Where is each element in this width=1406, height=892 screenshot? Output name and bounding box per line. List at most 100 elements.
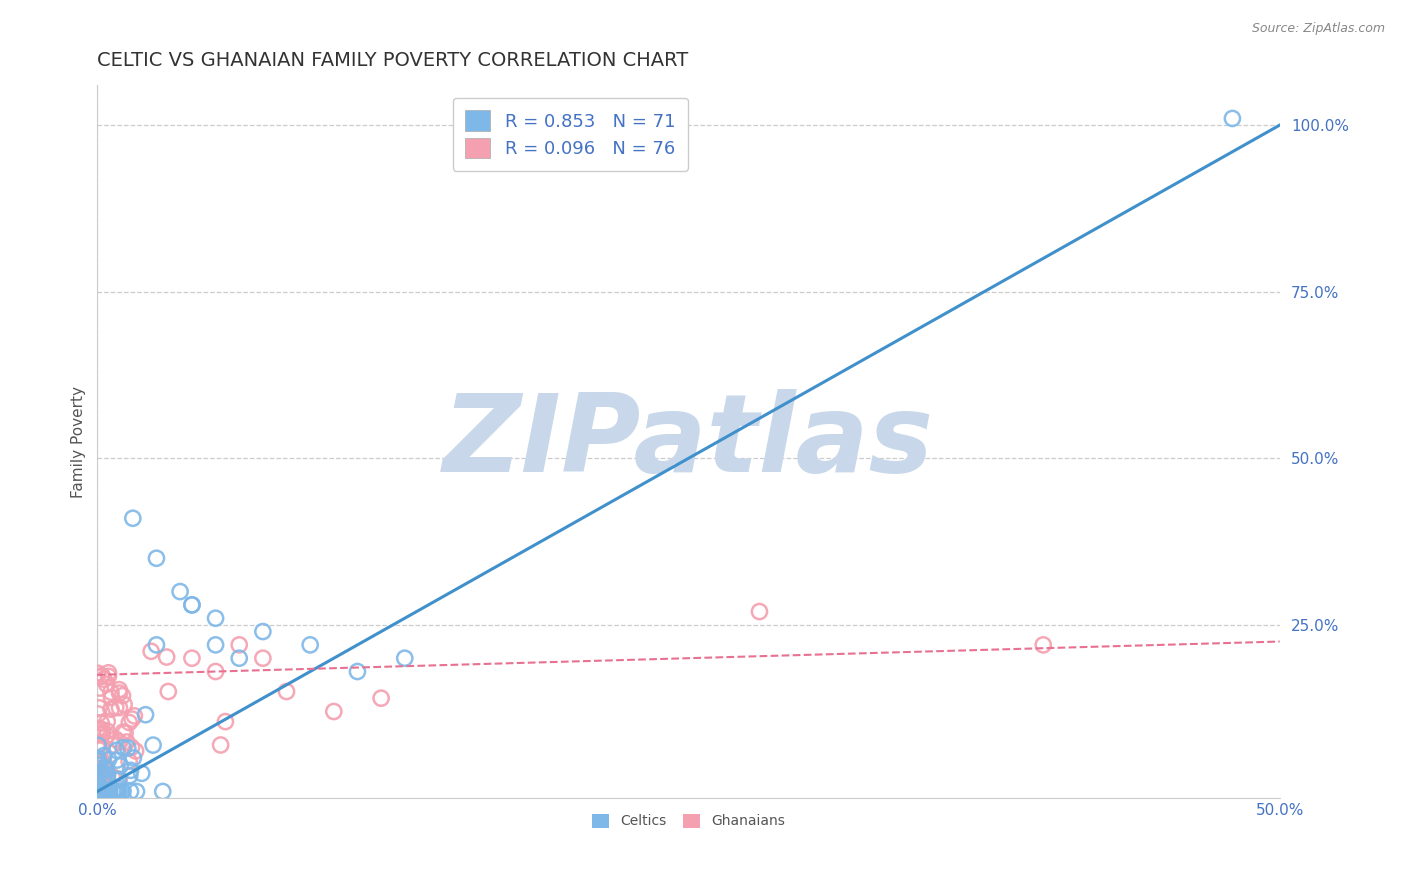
Point (121, 712, 143, 726)
Point (89, 771, 111, 785)
Point (103, 784, 125, 798)
Point (108, 772, 131, 787)
Point (97, 784, 120, 798)
Point (97, 665, 120, 680)
Point (1032, 638, 1054, 652)
Point (96, 770, 118, 784)
Point (156, 650, 179, 665)
Point (120, 764, 142, 778)
Point (252, 651, 274, 665)
Point (101, 784, 124, 798)
Point (169, 584, 191, 599)
Point (93, 775, 115, 789)
Point (90, 740, 112, 755)
Point (87, 751, 110, 765)
Point (97, 773, 120, 788)
Point (96, 768, 118, 782)
Point (124, 709, 146, 723)
Point (89, 779, 111, 793)
Point (125, 784, 148, 798)
Point (97, 669, 120, 683)
Point (107, 784, 129, 798)
Point (87, 701, 110, 715)
Point (96, 677, 118, 691)
Point (87, 784, 110, 798)
Point (110, 784, 132, 798)
Point (87, 773, 110, 788)
Point (89, 780, 111, 794)
Point (93, 748, 115, 763)
Point (96, 784, 118, 798)
Point (97, 784, 120, 798)
Point (122, 751, 145, 765)
Point (90, 716, 112, 731)
Point (91, 784, 114, 798)
Point (93, 784, 115, 798)
Point (96, 714, 118, 729)
Point (108, 700, 131, 714)
Point (104, 732, 127, 747)
Point (98, 784, 121, 798)
Point (91, 727, 114, 741)
Point (108, 759, 131, 773)
Point (94, 784, 117, 798)
Point (89, 726, 111, 740)
Point (87, 706, 110, 721)
Point (100, 702, 122, 716)
Point (86, 784, 108, 798)
Point (107, 784, 129, 798)
Point (299, 638, 322, 652)
Point (108, 682, 131, 697)
Point (204, 665, 226, 679)
Point (89, 772, 111, 787)
Point (93, 672, 115, 686)
Point (87, 756, 110, 771)
Text: CELTIC VS GHANAIAN FAMILY POVERTY CORRELATION CHART: CELTIC VS GHANAIAN FAMILY POVERTY CORREL… (97, 51, 689, 70)
Point (98, 784, 121, 798)
Point (105, 753, 128, 767)
Point (1222, 112, 1244, 126)
Point (135, 707, 157, 722)
Point (91, 669, 114, 683)
Point (394, 651, 416, 665)
Point (108, 735, 131, 749)
Point (98, 781, 121, 796)
Point (145, 638, 167, 652)
Point (86, 776, 108, 790)
Point (91, 740, 114, 755)
Point (91, 771, 114, 785)
Point (87, 764, 110, 779)
Point (89, 758, 111, 772)
Point (112, 740, 135, 755)
Point (93, 760, 115, 774)
Point (91, 754, 114, 768)
Point (108, 784, 131, 798)
Point (114, 726, 136, 740)
Point (209, 738, 232, 752)
Point (118, 754, 141, 768)
Point (94, 761, 117, 775)
Text: ZIPatlas: ZIPatlas (443, 389, 934, 495)
Text: Source: ZipAtlas.com: Source: ZipAtlas.com (1251, 22, 1385, 36)
Point (131, 766, 153, 780)
Y-axis label: Family Poverty: Family Poverty (72, 385, 86, 498)
Point (96, 729, 118, 743)
Point (87, 766, 110, 780)
Point (108, 686, 131, 700)
Point (107, 772, 129, 787)
Point (97, 752, 120, 766)
Point (89, 722, 111, 736)
Point (181, 598, 204, 612)
Point (228, 638, 250, 652)
Point (228, 651, 250, 665)
Point (94, 759, 117, 773)
Point (97, 764, 120, 779)
Point (89, 784, 111, 798)
Point (276, 684, 298, 698)
Point (112, 784, 135, 798)
Point (112, 725, 135, 739)
Point (152, 784, 174, 798)
Point (101, 738, 124, 752)
Point (115, 735, 138, 749)
Point (118, 715, 141, 730)
